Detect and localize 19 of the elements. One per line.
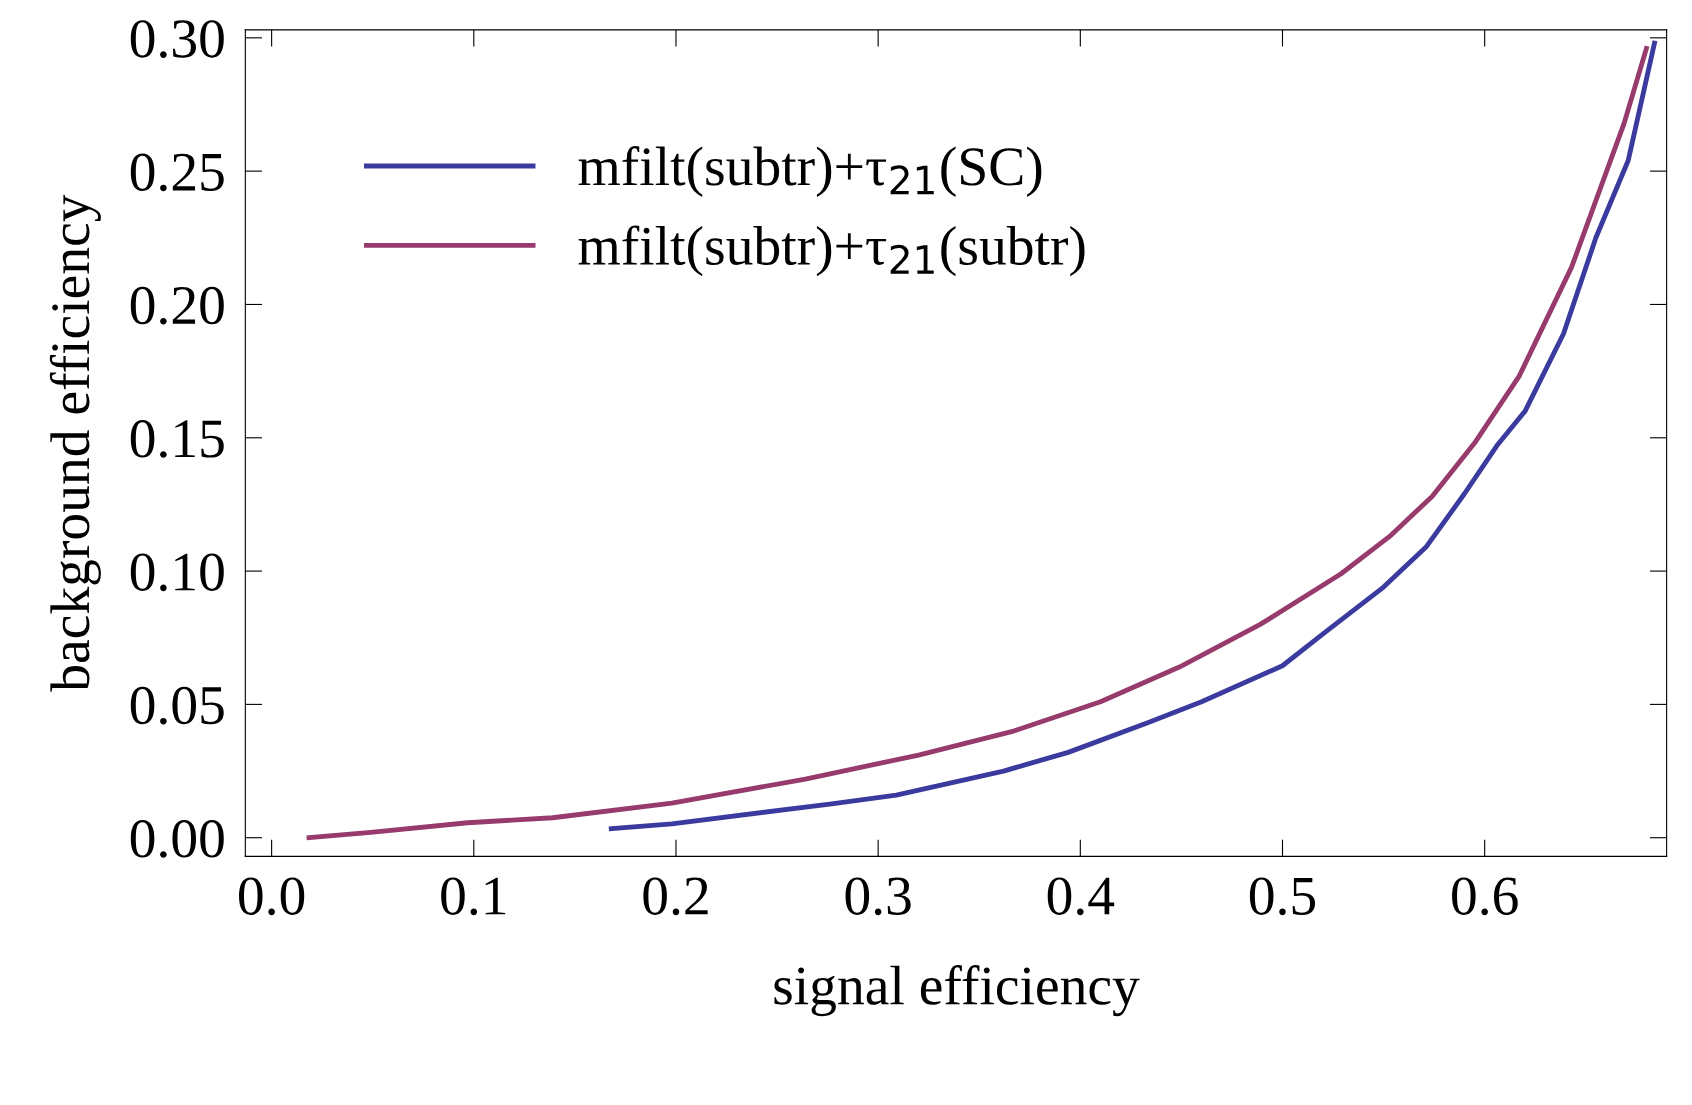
x-tick-label: 0.4 [1047,877,1115,916]
x-tick-label: 0.3 [845,877,911,916]
x-tick-label: 0.0 [239,877,305,916]
line-series [306,46,1649,841]
y-tick-label: 0.15 [130,420,224,458]
x-tick-label: 0.2 [643,877,708,916]
y-tick-label: 0.20 [130,286,224,325]
legend-label: mfilt(subtr)+τ$_{21}$(subtr) [578,225,1085,277]
y-axis-title: background efficiency [49,194,101,692]
x-tick-label: 0.5 [1249,877,1316,916]
y-tick-label: 0.05 [130,686,224,725]
legend-label: mfilt(subtr)+τ$_{21}$(SC) [578,145,1042,197]
y-tick-label: 0.00 [130,820,224,858]
y-tick-label: 0.25 [130,153,224,192]
y-tick-label: 0.10 [130,553,224,592]
x-axis-title: signal efficiency [774,965,1140,1017]
x-tick-label: 0.1 [441,877,506,916]
y-tick-label: 0.30 [130,20,224,58]
x-tick-label: 0.6 [1452,877,1518,916]
